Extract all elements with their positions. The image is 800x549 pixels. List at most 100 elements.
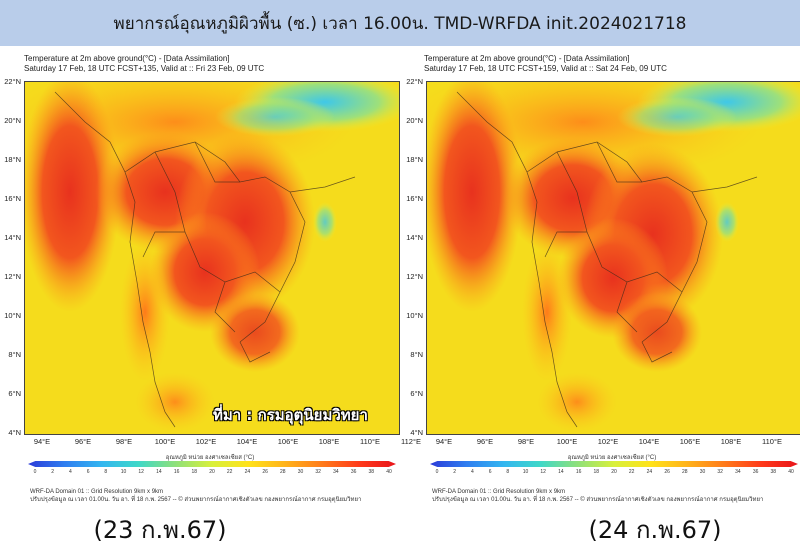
colorbar-tick-label: 2 [453, 469, 457, 475]
colorbar-tick-label: 14 [558, 469, 564, 475]
source-credit: ที่มา : กรมอุตุนิยมวิทยา [213, 406, 368, 424]
colorbar-tick-label: 6 [86, 469, 90, 475]
banner-title: พยากรณ์อุณหภูมิผิวพื้น (ซ.) เวลา 16.00น.… [113, 13, 687, 34]
longitude-label: 102°E [597, 437, 619, 446]
date-label-left: (23 ก.พ.67) [93, 516, 227, 544]
colorbar-tick-label: 8 [506, 469, 510, 475]
colorbar-tick-label: 14 [156, 469, 162, 475]
colorbar-tick-label: 22 [628, 469, 635, 475]
colorbar-tick-label: 0 [33, 469, 37, 475]
latitude-label: 22°N [406, 77, 423, 86]
map-title-line1: Temperature at 2m above ground(°C) - [Da… [24, 54, 230, 63]
colorbar-tick-label: 30 [297, 469, 304, 475]
latitude-label: 6°N [8, 389, 21, 398]
longitude-label: 100°E [154, 437, 176, 446]
longitude-label: 108°E [720, 437, 742, 446]
latitude-label: 8°N [8, 350, 21, 359]
latitude-label: 12°N [406, 272, 423, 281]
colorbar-tick-label: 4 [69, 469, 72, 475]
colorbar-tick-label: 26 [664, 469, 670, 475]
longitude-label: 110°E [360, 437, 380, 446]
latitude-label: 14°N [4, 233, 21, 242]
colorbar-ticks: 0 2 4 6 8 10 12 14 16 18 20 22 24 26 28 30 32 34 36 38 40 [33, 469, 392, 477]
longitude-label: 94°E [33, 437, 51, 446]
latitude-label: 4°N [8, 428, 21, 437]
colorbar-tick-label: 12 [540, 469, 546, 475]
colorbar-tick-label: 28 [280, 469, 286, 475]
colorbar-tick-label: 40 [386, 469, 392, 475]
colorbar-tick-label: 18 [593, 469, 600, 475]
map-title-line1: Temperature at 2m above ground(°C) - [Da… [424, 54, 630, 63]
latitude-label: 10°N [406, 311, 423, 320]
colorbar-tick-label: 28 [682, 469, 688, 475]
colorbar-tick-label: 16 [173, 469, 180, 475]
footer-line2: ปรับปรุงข้อมูล ณ เวลา 01.00น. วัน อา. ที… [432, 497, 764, 503]
latitude-label: 16°N [4, 194, 21, 203]
colorbar-tick-label: 24 [244, 469, 251, 475]
longitude-label: 98°E [517, 437, 535, 446]
longitude-label: 106°E [679, 437, 701, 446]
map-title: Temperature at 2m above ground(°C) - [Da… [24, 54, 264, 74]
colorbar-tick-label: 24 [646, 469, 653, 475]
header-banner: พยากรณ์อุณหภูมิผิวพื้น (ซ.) เวลา 16.00น.… [0, 0, 800, 46]
longitude-label: 104°E [236, 437, 258, 446]
longitude-label: 110°E [762, 437, 782, 446]
colorbar-tick-label: 20 [611, 469, 617, 475]
latitude-label: 20°N [406, 116, 423, 125]
colorbar-tick-label: 38 [770, 469, 777, 475]
colorbar-tick-label: 38 [368, 469, 375, 475]
longitude-label: 104°E [638, 437, 660, 446]
map-title-line2: Saturday 17 Feb, 18 UTC FCST+135, Valid … [24, 64, 265, 73]
colorbar-tick-label: 6 [488, 469, 492, 475]
latitude-label: 22°N [4, 77, 21, 86]
colorbar-tick-label: 22 [226, 469, 233, 475]
colorbar-tick-label: 18 [191, 469, 198, 475]
footer-line1: WRF-DA Domain 01 :: Grid Resolution 9km … [30, 489, 164, 495]
colorbar-tick-label: 20 [209, 469, 215, 475]
forecast-panel-right: Temperature at 2m above ground(°C) - [Da… [400, 48, 800, 518]
longitude-label: 98°E [115, 437, 133, 446]
colorbar-tick-label: 34 [333, 469, 339, 475]
longitude-label: 108°E [318, 437, 340, 446]
colorbar [430, 461, 798, 467]
colorbar-tick-label: 4 [471, 469, 474, 475]
footer-line1: WRF-DA Domain 01 :: Grid Resolution 9km … [432, 489, 566, 495]
colorbar-tick-label: 32 [717, 469, 723, 475]
longitude-label: 100°E [556, 437, 578, 446]
longitude-label: 94°E [435, 437, 453, 446]
forecast-panel-left: Temperature at 2m above ground(°C) - [Da… [0, 48, 421, 518]
colorbar-tick-label: 36 [350, 469, 357, 475]
map-title: Temperature at 2m above ground(°C) - [Da… [424, 54, 667, 74]
colorbar-tick-label: 32 [315, 469, 321, 475]
map-footer: WRF-DA Domain 01 :: Grid Resolution 9km … [432, 488, 763, 504]
colorbar-tick-label: 10 [120, 469, 127, 475]
temperature-map [426, 81, 800, 435]
colorbar-tick-label: 36 [752, 469, 759, 475]
colorbar-tick-label: 26 [262, 469, 268, 475]
colorbar-tick-label: 40 [788, 469, 794, 475]
latitude-label: 6°N [410, 389, 423, 398]
longitude-label: 102°E [195, 437, 217, 446]
colorbar-tick-label: 34 [735, 469, 741, 475]
longitude-label: 96°E [74, 437, 92, 446]
longitude-label: 96°E [476, 437, 494, 446]
latitude-label: 12°N [4, 272, 21, 281]
latitude-label: 10°N [4, 311, 21, 320]
colorbar-tick-label: 16 [575, 469, 582, 475]
longitude-label: 112°E [401, 437, 421, 446]
colorbar-title: อุณหภูมิ หน่วย องศาเซลเซียส (°C) [567, 455, 657, 461]
colorbar-ticks: 0 2 4 6 8 10 12 14 16 18 20 22 24 26 28 30 32 34 36 38 40 [435, 469, 794, 477]
colorbar-tick-label: 10 [522, 469, 529, 475]
colorbar-title: อุณหภูมิ หน่วย องศาเซลเซียส (°C) [165, 455, 255, 461]
latitude-label: 18°N [406, 155, 423, 164]
colorbar-tick-label: 2 [51, 469, 55, 475]
latitude-label: 16°N [406, 194, 423, 203]
latitude-label: 8°N [410, 350, 423, 359]
colorbar-tick-label: 8 [104, 469, 108, 475]
latitude-label: 4°N [410, 428, 423, 437]
map-title-line2: Saturday 17 Feb, 18 UTC FCST+159, Valid … [424, 64, 667, 73]
colorbar-tick-label: 0 [435, 469, 439, 475]
footer-line2: ปรับปรุงข้อมูล ณ เวลา 01.00น. วัน อา. ที… [30, 497, 362, 503]
colorbar-tick-label: 30 [699, 469, 706, 475]
latitude-label: 20°N [4, 116, 21, 125]
